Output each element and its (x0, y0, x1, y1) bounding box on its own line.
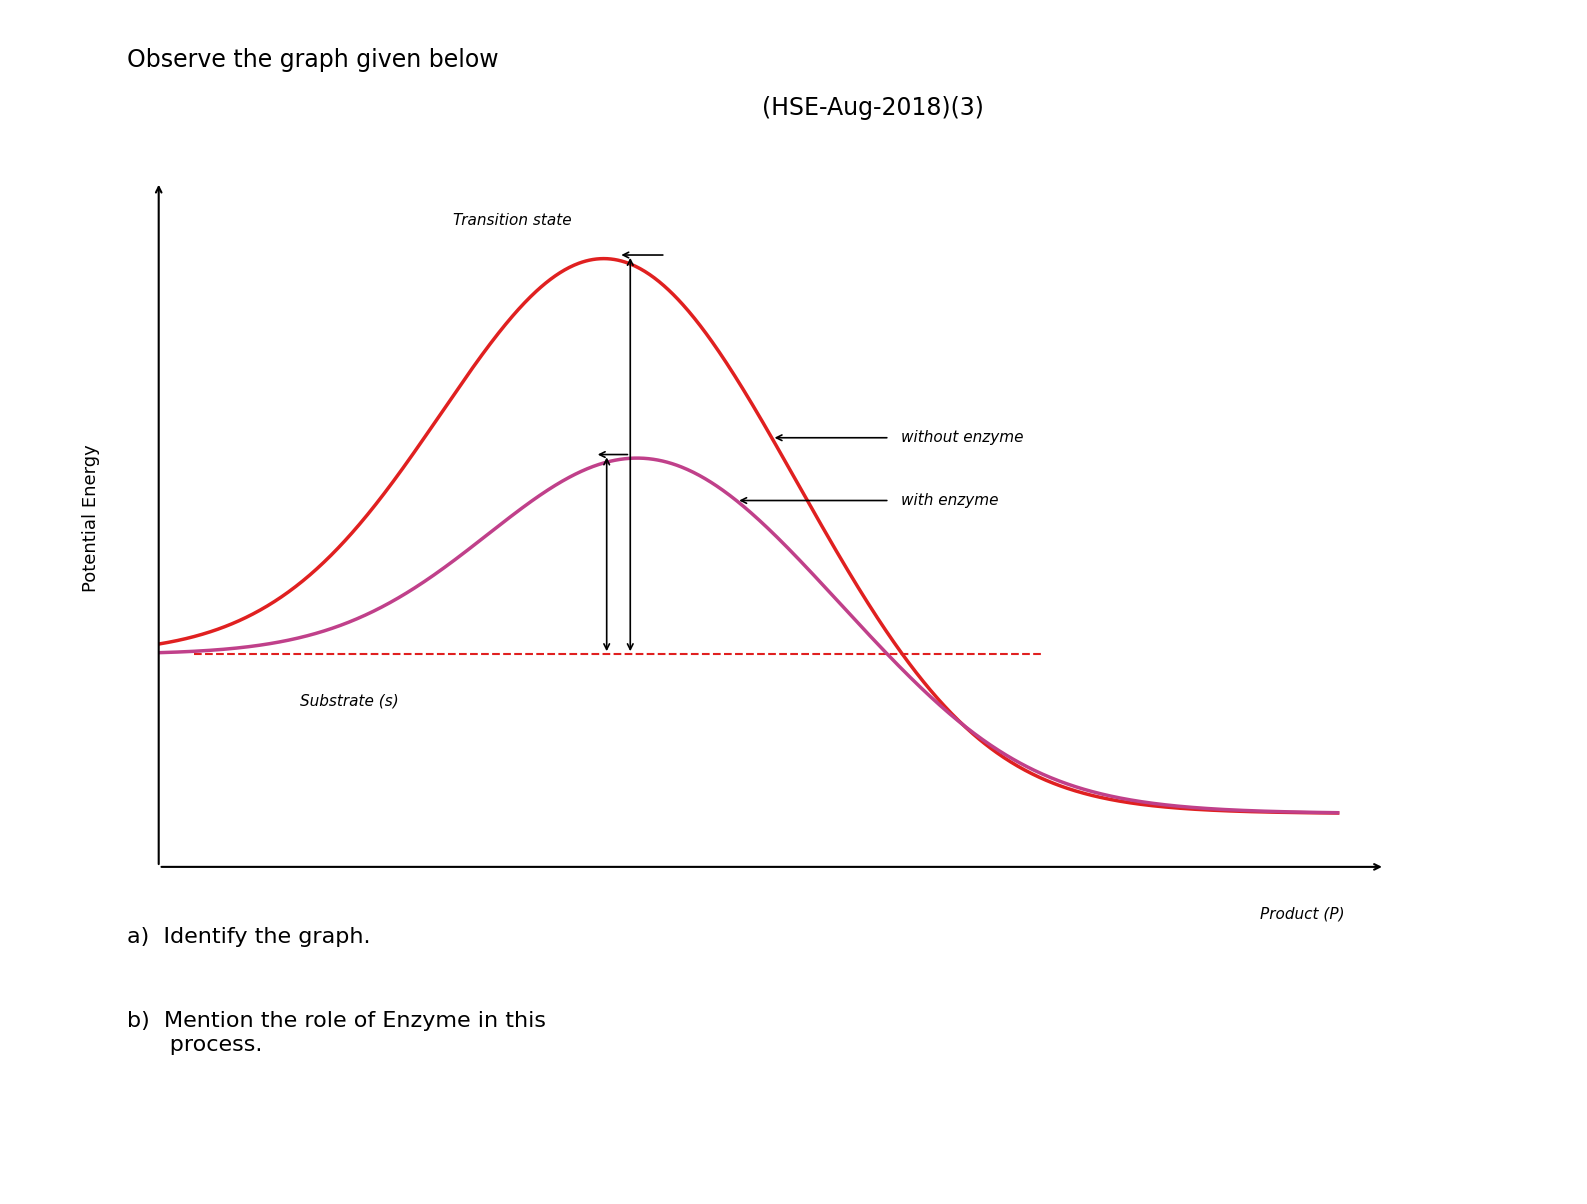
Text: Transition state: Transition state (452, 213, 571, 229)
Text: Observe the graph given below: Observe the graph given below (127, 48, 498, 72)
Text: without enzyme: without enzyme (901, 430, 1024, 445)
Text: with enzyme: with enzyme (901, 492, 998, 508)
Text: (HSE-Aug-2018)(3): (HSE-Aug-2018)(3) (762, 96, 984, 120)
Text: Potential Energy: Potential Energy (81, 444, 100, 591)
Text: Product (P): Product (P) (1260, 907, 1344, 922)
Text: b)  Mention the role of Enzyme in this
      process.: b) Mention the role of Enzyme in this pr… (127, 1011, 546, 1055)
Text: a)  Identify the graph.: a) Identify the graph. (127, 927, 370, 948)
Text: Substrate (s): Substrate (s) (300, 694, 398, 709)
